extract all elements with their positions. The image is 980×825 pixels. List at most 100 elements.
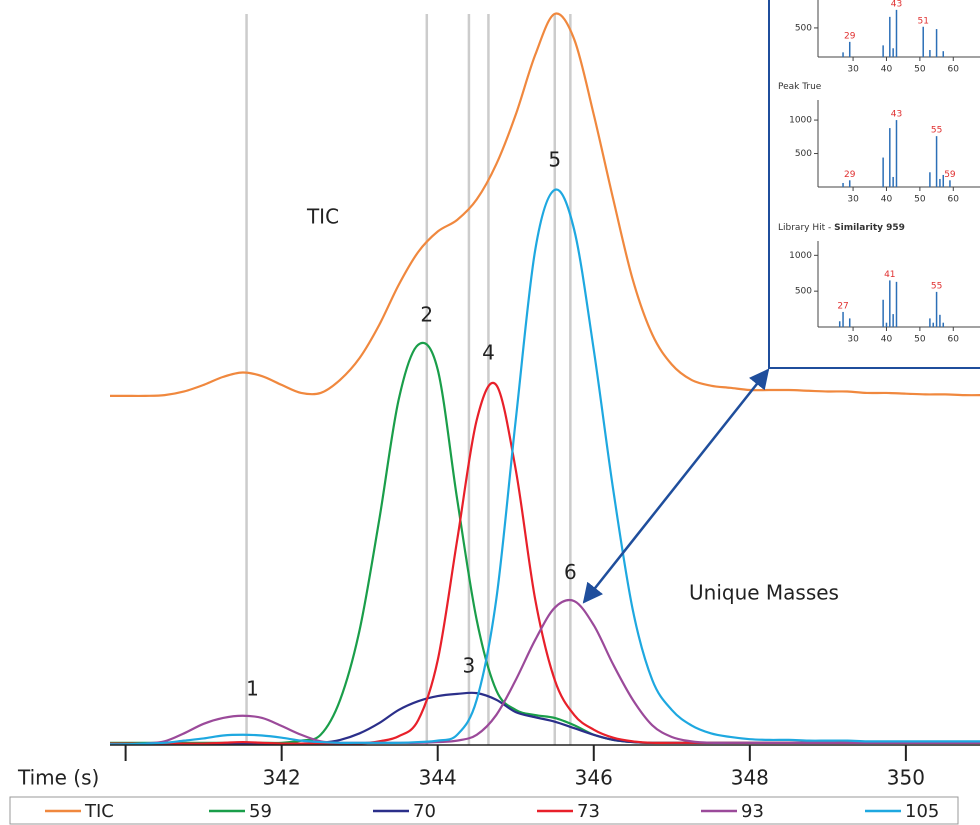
panel-y-tick-label: 500 [795, 149, 812, 159]
spectrum-bar [935, 291, 938, 327]
legend-label: 70 [413, 801, 436, 822]
spectrum-bar [929, 318, 931, 327]
spectrum-bar [892, 314, 894, 327]
panel-x-tick-label: 40 [881, 195, 893, 205]
spectrum-bar [848, 180, 851, 187]
spectrum-bar [882, 157, 884, 187]
arrow [582, 368, 770, 604]
peak-label: 1 [246, 676, 259, 700]
peak-mass-label: 55 [931, 126, 942, 136]
peak-label: 6 [564, 560, 577, 584]
spectrum-bar [848, 318, 851, 327]
peak-mass-label: 43 [891, 0, 902, 9]
peak-mass-label: 43 [891, 110, 902, 120]
x-tick-label: 350 [887, 766, 925, 790]
legend-label: 59 [249, 801, 272, 822]
peak-mass-label: 55 [931, 281, 942, 291]
spectrum-bar [922, 26, 924, 57]
legend-label: 93 [741, 801, 764, 822]
peak-mass-label: 27 [837, 301, 848, 311]
spectrum-bar [929, 172, 931, 187]
panel-title-text: Library Hit - [778, 223, 831, 233]
spectrum-bar [848, 41, 851, 57]
panel-y-tick-label: 1000 [789, 116, 812, 126]
peak-mass-label: 41 [884, 270, 895, 280]
peak-mass-label: 59 [944, 170, 956, 180]
panel-x-tick-label: 60 [948, 65, 960, 75]
legend-box [9, 796, 959, 825]
spectrum-bar [929, 50, 931, 57]
panel-x-tick-label: 40 [881, 65, 893, 75]
series-line [110, 598, 980, 746]
spectrum-bar [932, 322, 934, 327]
panel-y-tick-label: 500 [795, 23, 812, 33]
panel-x-tick-label: 60 [948, 335, 960, 345]
panel-title-emphasis: Similarity 959 [834, 223, 905, 233]
spectrum-bar [838, 321, 841, 327]
x-tick-label: 348 [731, 766, 769, 790]
annotation: Unique Masses [689, 581, 839, 605]
spectrum-bar [935, 29, 938, 57]
peak-label: 4 [482, 340, 495, 364]
spectrum-bar [895, 9, 898, 57]
peak-mass-label: 29 [844, 31, 856, 41]
peak-label: 3 [463, 654, 476, 678]
spectrum-bar [842, 182, 844, 187]
series-line [110, 12, 980, 398]
panel-x-tick-label: 30 [847, 195, 859, 205]
series-line [110, 381, 980, 745]
x-axis-label: Time (s) [17, 766, 99, 790]
spectrum-bar [842, 52, 844, 57]
spectrum-bar [885, 322, 888, 327]
curves [110, 12, 980, 746]
spectrum-bar [892, 176, 894, 187]
panel-x-tick-label: 50 [914, 195, 926, 205]
spectrum-bar [889, 280, 891, 327]
series-line [110, 341, 980, 745]
panel-y-tick-label: 1000 [789, 251, 812, 261]
inset-spectra: 500 30 40 50 60 29 43 51 Peak True 500 1000 30 40 50 6… [778, 0, 980, 345]
peak-label: 5 [548, 147, 561, 171]
spectrum-bar [889, 128, 891, 187]
series-line [110, 188, 980, 746]
spectrum-bar [889, 16, 891, 57]
panel-x-tick-label: 50 [914, 65, 926, 75]
inset-frame [768, 0, 980, 369]
spectrum-bar [895, 120, 898, 187]
x-ticks: 342 344 346 348 350 [124, 745, 925, 790]
panel-title: Peak True [778, 82, 822, 92]
peak-mass-label: 51 [917, 16, 928, 26]
spectrum-bar [842, 311, 844, 327]
peak-mass-label: 29 [844, 170, 856, 180]
x-tick-label: 344 [419, 766, 457, 790]
panel-x-tick-label: 50 [914, 335, 926, 345]
legend: TIC 59 70 73 93 105 [45, 801, 939, 822]
spectrum-bar [895, 281, 898, 327]
spectrum-bar [935, 136, 938, 187]
panel-x-tick-label: 30 [847, 65, 859, 75]
peak-markers [245, 14, 572, 745]
panel-y-tick-label: 500 [795, 287, 812, 297]
spectrum-bar [942, 51, 945, 57]
panel-title: Library Hit - Similarity 959 [778, 223, 905, 233]
spectrum-bar [939, 314, 941, 327]
peak-labels: 1 2 3 4 5 6 [246, 147, 577, 700]
panel-x-tick-label: 60 [948, 195, 960, 205]
annotation: TIC [306, 205, 339, 229]
panel-x-tick-label: 30 [847, 335, 859, 345]
x-tick-label: 346 [575, 766, 613, 790]
spectrum-bar [882, 299, 884, 327]
legend-label: TIC [84, 801, 114, 822]
spectrum-bar [882, 45, 884, 57]
spectrum-bar [942, 174, 945, 187]
panel-x-tick-label: 40 [881, 335, 893, 345]
spectrum-bar [892, 48, 894, 57]
spectrum-bar [942, 322, 945, 327]
spectrum-bar [939, 178, 941, 187]
legend-label: 73 [577, 801, 600, 822]
spectrum-bar [949, 180, 951, 187]
x-tick-label: 342 [263, 766, 301, 790]
peak-label: 2 [420, 302, 433, 326]
panel-title-text: Peak True [778, 82, 822, 92]
